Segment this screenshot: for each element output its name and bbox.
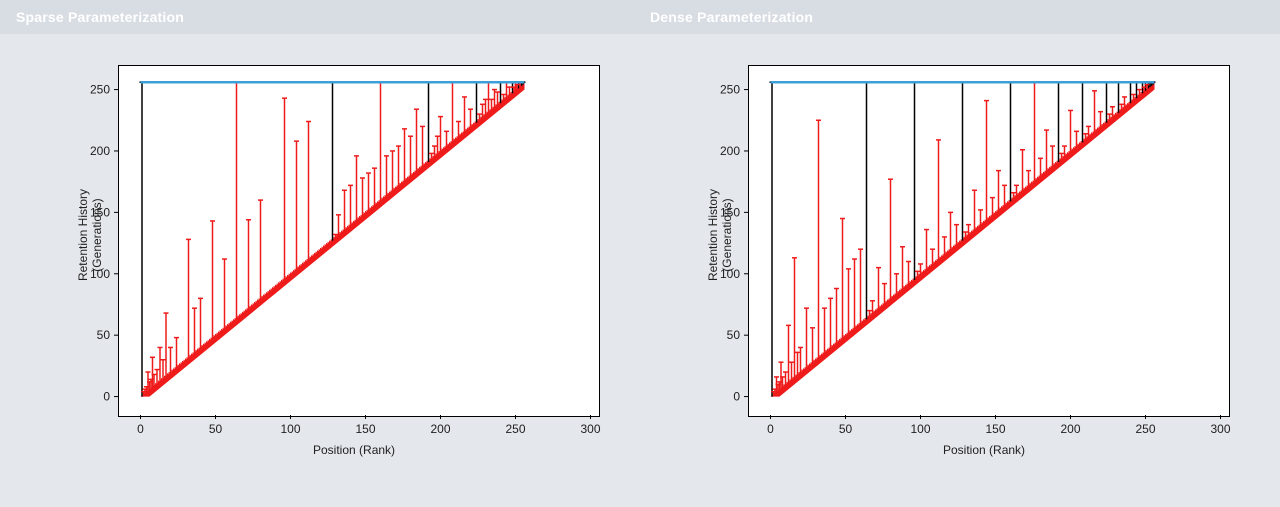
x-axis-label-dense: Position (Rank) [943, 443, 1025, 457]
svg-text:0: 0 [733, 390, 740, 404]
svg-text:200: 200 [1060, 422, 1080, 436]
y-axis-label-sparse: Retention History (Generations) [76, 175, 104, 295]
chart-panel-sparse: 050100150200250300050100150200250 Retent… [60, 55, 620, 475]
svg-text:300: 300 [1210, 422, 1230, 436]
svg-text:50: 50 [97, 328, 111, 342]
svg-text:150: 150 [985, 422, 1005, 436]
svg-text:300: 300 [580, 422, 600, 436]
svg-text:0: 0 [137, 422, 144, 436]
svg-text:250: 250 [90, 83, 110, 97]
svg-text:200: 200 [90, 144, 110, 158]
svg-text:50: 50 [727, 328, 741, 342]
svg-text:0: 0 [767, 422, 774, 436]
svg-text:250: 250 [720, 83, 740, 97]
svg-text:150: 150 [355, 422, 375, 436]
svg-text:50: 50 [209, 422, 223, 436]
svg-text:0: 0 [103, 390, 110, 404]
tab-dense[interactable]: Dense Parameterization [650, 9, 813, 25]
tab-sparse[interactable]: Sparse Parameterization [16, 9, 184, 25]
svg-text:250: 250 [505, 422, 525, 436]
chart-svg-sparse: 050100150200250300050100150200250 [60, 55, 620, 475]
svg-text:100: 100 [910, 422, 930, 436]
chart-panel-dense: 050100150200250300050100150200250 Retent… [690, 55, 1250, 475]
x-axis-label-sparse: Position (Rank) [313, 443, 395, 457]
svg-text:50: 50 [839, 422, 853, 436]
page-root: { "layout": { "page_w": 1280, "page_h": … [0, 0, 1280, 507]
svg-text:200: 200 [720, 144, 740, 158]
svg-text:100: 100 [280, 422, 300, 436]
svg-text:200: 200 [430, 422, 450, 436]
svg-text:250: 250 [1135, 422, 1155, 436]
chart-svg-dense: 050100150200250300050100150200250 [690, 55, 1250, 475]
y-axis-label-dense: Retention History (Generations) [706, 175, 734, 295]
tab-header: Sparse Parameterization Dense Parameteri… [0, 0, 1280, 34]
